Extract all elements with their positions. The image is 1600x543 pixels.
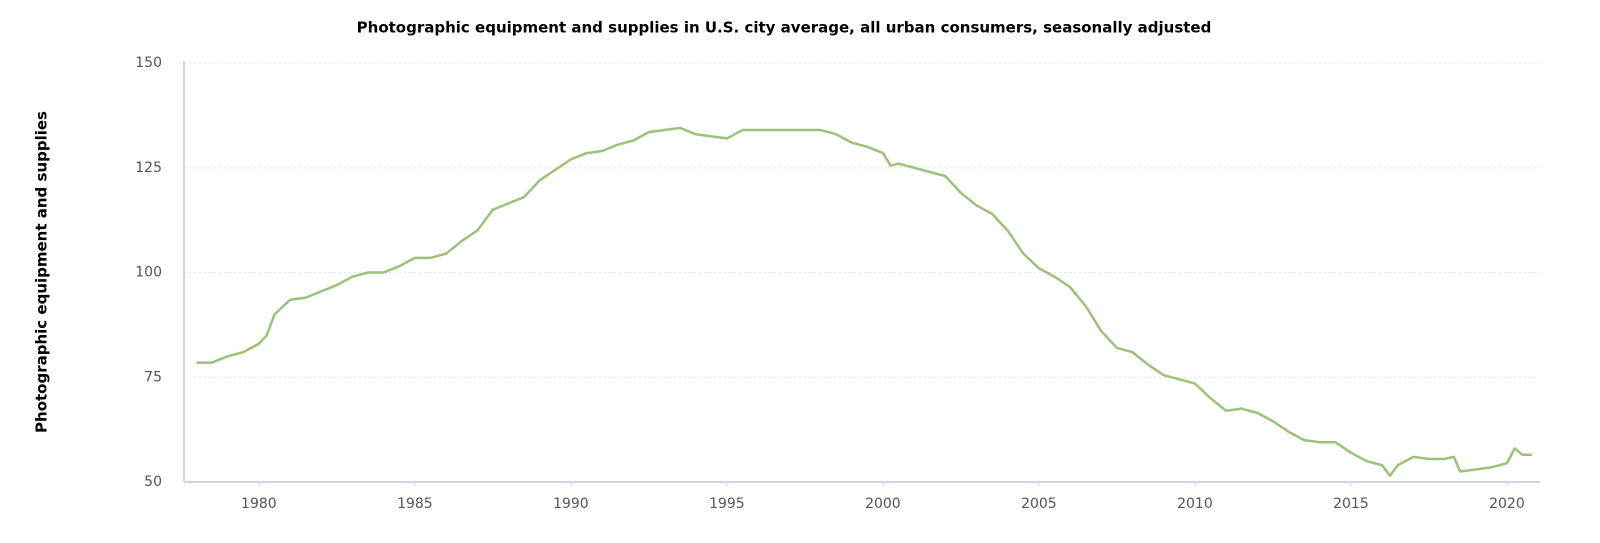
x-tick-label: 2020 <box>1489 496 1525 512</box>
x-tick-label: 2000 <box>865 496 901 512</box>
y-tick-label: 125 <box>135 160 162 176</box>
x-tick-label: 2010 <box>1177 496 1213 512</box>
y-tick-label: 100 <box>135 265 162 281</box>
x-tick-label: 1990 <box>553 496 589 512</box>
x-tick-label: 1995 <box>709 496 745 512</box>
x-tick-label: 1985 <box>397 496 433 512</box>
y-tick-label: 75 <box>144 369 162 385</box>
x-tick-label: 2005 <box>1021 496 1057 512</box>
x-tick-label: 1980 <box>241 496 277 512</box>
data-line <box>196 126 1532 477</box>
x-tick-label: 2015 <box>1333 496 1369 512</box>
y-tick-label: 50 <box>144 474 162 490</box>
y-tick-label: 150 <box>135 55 162 71</box>
chart-title: Photographic equipment and supplies in U… <box>357 19 1212 37</box>
y-axis-label: Photographic equipment and supplies <box>33 111 51 433</box>
